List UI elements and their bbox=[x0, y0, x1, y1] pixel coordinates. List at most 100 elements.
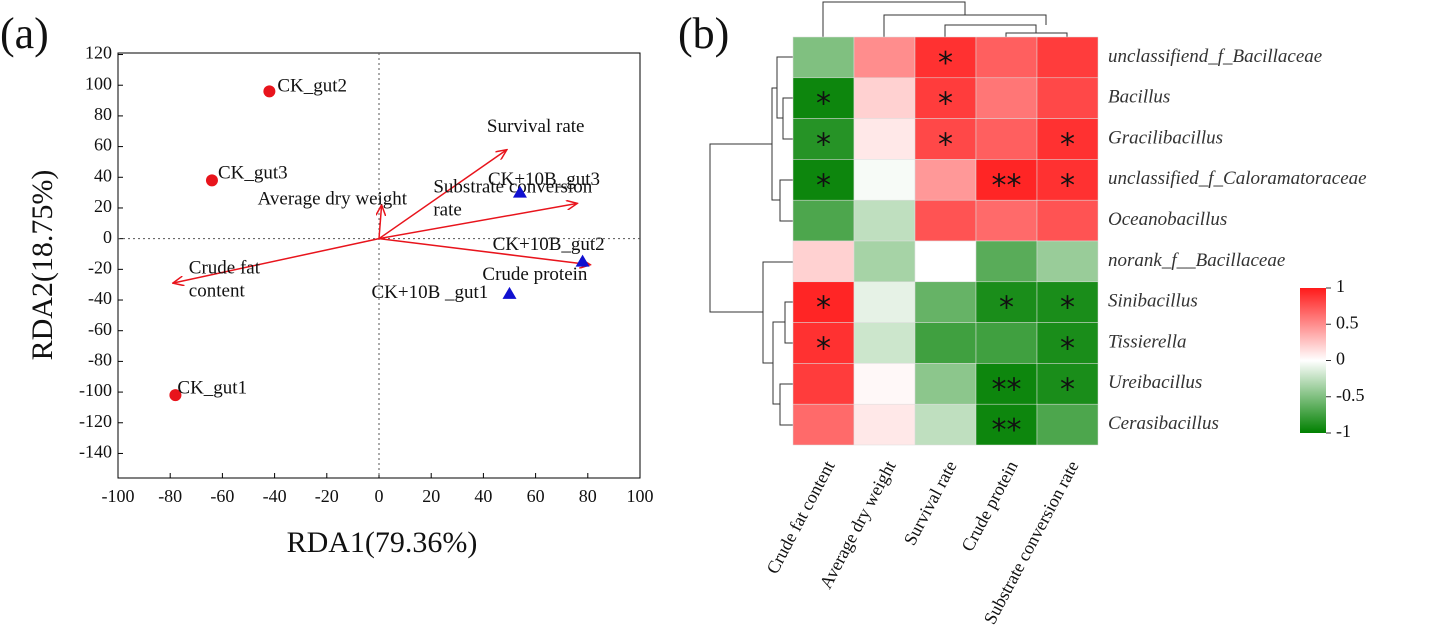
x-tick-label: 0 bbox=[375, 486, 384, 506]
y-tick-label: -120 bbox=[79, 411, 112, 431]
heatmap-cell bbox=[853, 36, 916, 79]
row-label: Bacillus bbox=[1108, 87, 1170, 108]
column-label: Survival rate bbox=[900, 457, 961, 548]
row-label: Ureibacillus bbox=[1108, 372, 1202, 393]
panel-label: (a) bbox=[0, 9, 49, 58]
significance-mark: * bbox=[999, 291, 1014, 326]
heatmap-cell bbox=[975, 77, 1038, 119]
heatmap-cell bbox=[792, 199, 855, 242]
y-tick-label: 40 bbox=[94, 165, 112, 185]
heatmap-cell bbox=[914, 363, 977, 405]
heatmap-cell bbox=[792, 322, 855, 364]
x-tick-label: 60 bbox=[527, 486, 545, 506]
heatmap-cell bbox=[914, 240, 977, 283]
y-tick-label: -60 bbox=[88, 319, 112, 339]
significance-mark: * bbox=[938, 128, 953, 163]
colorbar bbox=[1300, 288, 1326, 433]
loading-arrow bbox=[378, 237, 590, 265]
significance-mark: * bbox=[1060, 332, 1075, 367]
heatmap-cell bbox=[792, 403, 855, 446]
point-label: CK+10B _gut1 bbox=[372, 282, 489, 303]
heatmap-cell bbox=[1036, 322, 1099, 364]
row-label: unclassifiend_f_Bacillaceae bbox=[1108, 46, 1322, 67]
heatmap-cell bbox=[914, 403, 977, 446]
sample-point bbox=[205, 174, 218, 187]
heatmap-cell bbox=[975, 240, 1038, 283]
heatmap-cell bbox=[792, 159, 855, 201]
row-label: Sinibacillus bbox=[1108, 291, 1198, 312]
y-tick-label: 20 bbox=[94, 196, 112, 216]
heatmap-cell bbox=[1036, 36, 1099, 79]
panel-label: (b) bbox=[678, 9, 729, 58]
y-tick-label: -140 bbox=[79, 442, 112, 462]
heatmap-cell bbox=[914, 281, 977, 323]
sample-point bbox=[263, 85, 276, 98]
significance-mark: * bbox=[816, 332, 831, 367]
point-label: CK_gut2 bbox=[277, 76, 347, 97]
heatmap-cell bbox=[853, 363, 916, 405]
significance-mark: ** bbox=[992, 372, 1022, 407]
point-label: CK+10B_gut2 bbox=[493, 234, 605, 255]
x-tick-label: 100 bbox=[627, 486, 654, 506]
colorbar-tick-label: 1 bbox=[1336, 276, 1345, 296]
heatmap-cell bbox=[792, 36, 855, 79]
heatmap-cell bbox=[975, 403, 1038, 446]
heatmap-cell bbox=[853, 199, 916, 242]
loading-arrow bbox=[173, 237, 380, 283]
heatmap-cell bbox=[1036, 159, 1099, 201]
y-tick-label: -20 bbox=[88, 257, 112, 277]
arrow-label: Crude protein bbox=[482, 264, 588, 285]
row-label: Cerasibacillus bbox=[1108, 413, 1219, 434]
colorbar-tick-label: -0.5 bbox=[1336, 385, 1365, 405]
heatmap-cell bbox=[853, 322, 916, 364]
heatmap-cell bbox=[914, 159, 977, 201]
heatmap-cell bbox=[914, 36, 977, 79]
column-dendrogram bbox=[822, 1, 1068, 37]
heatmap-cell bbox=[975, 199, 1038, 242]
colorbar-tick-label: 0 bbox=[1336, 349, 1345, 369]
y-tick-label: -100 bbox=[79, 380, 112, 400]
row-label: unclassified_f_Caloramatoraceae bbox=[1108, 168, 1367, 189]
x-tick-label: 40 bbox=[474, 486, 492, 506]
significance-mark: * bbox=[1060, 372, 1075, 407]
heatmap-cell bbox=[914, 118, 977, 160]
significance-mark: * bbox=[938, 87, 953, 122]
heatmap-cell bbox=[853, 281, 916, 323]
arrow-label: content bbox=[189, 281, 246, 302]
heatmap-cell bbox=[853, 240, 916, 283]
arrow-label: Average dry weight bbox=[258, 188, 408, 209]
column-label: Crude protein bbox=[957, 457, 1021, 554]
significance-mark: * bbox=[1060, 291, 1075, 326]
x-tick-label: 80 bbox=[579, 486, 597, 506]
row-dendrogram bbox=[709, 56, 793, 426]
heatmap-cell bbox=[853, 118, 916, 160]
point-label: CK_gut3 bbox=[218, 163, 288, 184]
significance-mark: * bbox=[1060, 128, 1075, 163]
point-label: CK+10B_gut3 bbox=[488, 169, 600, 190]
x-tick-label: 20 bbox=[422, 486, 440, 506]
significance-mark: * bbox=[816, 128, 831, 163]
heatmap-cell bbox=[1036, 77, 1099, 119]
y-tick-label: 0 bbox=[103, 227, 112, 247]
arrow-label: Survival rate bbox=[487, 116, 585, 137]
significance-mark: * bbox=[938, 46, 953, 81]
y-axis-label: RDA2(18.75%) bbox=[26, 170, 59, 361]
loading-arrow bbox=[378, 150, 507, 240]
loading-arrow bbox=[378, 203, 577, 240]
heatmap-cell bbox=[914, 77, 977, 119]
heatmap-cell bbox=[1036, 281, 1099, 323]
sample-point bbox=[502, 286, 517, 299]
heatmap-cell bbox=[853, 77, 916, 119]
y-tick-label: 60 bbox=[94, 135, 112, 155]
heatmap-cell bbox=[914, 322, 977, 364]
y-tick-label: -80 bbox=[88, 350, 112, 370]
significance-mark: * bbox=[816, 291, 831, 326]
heatmap-cell bbox=[792, 240, 855, 283]
heatmap-cell bbox=[1036, 199, 1099, 242]
sample-point bbox=[575, 254, 590, 267]
significance-mark: ** bbox=[992, 413, 1022, 448]
significance-mark: * bbox=[1060, 168, 1075, 203]
heatmap-cell bbox=[792, 363, 855, 405]
arrow-label: rate bbox=[433, 200, 461, 221]
